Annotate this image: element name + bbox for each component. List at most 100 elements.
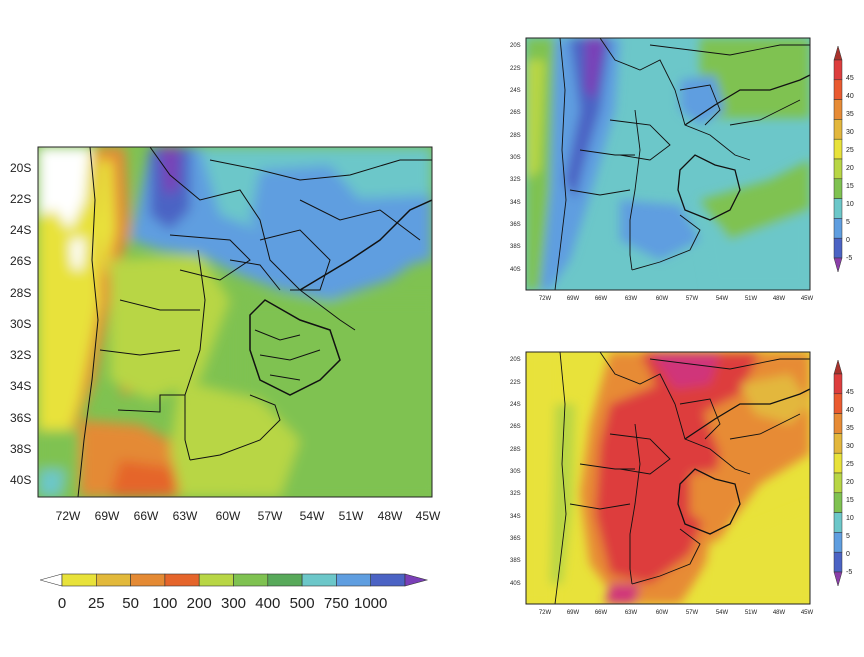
- colorbar-label: -5: [846, 255, 852, 262]
- colorbar-label: 300: [221, 595, 246, 612]
- colorbar-label: 1000: [354, 595, 387, 612]
- br-lon-tick: 63W: [625, 610, 638, 616]
- colorbar-label: 35: [846, 111, 854, 118]
- colorbar-swatch: [370, 573, 406, 587]
- colorbar-swatch: [267, 573, 303, 587]
- colorbar-swatch: [833, 158, 843, 180]
- br-lon-tick: 57W: [686, 610, 699, 616]
- left-lon-tick: 57W: [258, 509, 283, 523]
- colorbar-top-arrow: [833, 359, 843, 375]
- colorbar-swatch: [164, 573, 200, 587]
- colorbar-swatch: [833, 472, 843, 494]
- top-right-colorbar: [833, 45, 843, 273]
- colorbar-label: 30: [846, 443, 854, 450]
- colorbar-right-arrow: [404, 573, 429, 587]
- br-lon-tick: 45W: [801, 610, 814, 616]
- left-lon-tick: 48W: [378, 509, 403, 523]
- colorbar-swatch: [833, 79, 843, 100]
- br-lat-tick: 40S: [510, 581, 521, 587]
- colorbar-label: 400: [255, 595, 280, 612]
- colorbar-swatch: [130, 573, 166, 587]
- colorbar-swatch: [95, 573, 131, 587]
- tr-lon-tick: 63W: [625, 296, 638, 302]
- br-lat-tick: 30S: [510, 469, 521, 475]
- colorbar-label: -5: [846, 569, 852, 576]
- left-lat-tick: 30S: [10, 317, 31, 331]
- br-lat-tick: 20S: [510, 357, 521, 363]
- br-lat-tick: 22S: [510, 380, 521, 386]
- colorbar-label: 20: [846, 165, 854, 172]
- colorbar-swatch: [833, 512, 843, 533]
- colorbar-swatch: [336, 573, 371, 587]
- br-lat-tick: 24S: [510, 402, 521, 408]
- colorbar-top-arrow: [833, 45, 843, 61]
- tr-lat-tick: 24S: [510, 88, 521, 94]
- bottom-right-map-borders: [554, 352, 810, 604]
- colorbar-label: 40: [846, 407, 854, 414]
- colorbar-label: 20: [846, 479, 854, 486]
- left-lat-tick: 38S: [10, 442, 31, 456]
- br-lat-tick: 38S: [510, 558, 521, 564]
- colorbar-swatch: [833, 433, 843, 454]
- colorbar-label: 45: [846, 389, 854, 396]
- colorbar-label: 10: [846, 515, 854, 522]
- colorbar-label: 45: [846, 75, 854, 82]
- br-lon-tick: 66W: [595, 610, 608, 616]
- left-lon-tick: 66W: [134, 509, 159, 523]
- left-lon-tick: 72W: [56, 509, 81, 523]
- left-lat-tick: 24S: [10, 223, 31, 237]
- colorbar-bottom-arrow: [833, 571, 843, 587]
- colorbar-swatch: [833, 237, 843, 259]
- left-lon-tick: 54W: [300, 509, 325, 523]
- tr-lat-tick: 26S: [510, 110, 521, 116]
- br-lon-tick: 72W: [539, 610, 552, 616]
- left-lon-tick: 60W: [216, 509, 241, 523]
- left-lat-tick: 26S: [10, 254, 31, 268]
- colorbar-label: 500: [290, 595, 315, 612]
- colorbar-label: 25: [846, 147, 854, 154]
- colorbar-swatch: [833, 551, 843, 573]
- left-lat-tick: 32S: [10, 348, 31, 362]
- tr-lat-tick: 32S: [510, 177, 521, 183]
- colorbar-label: 50: [122, 595, 139, 612]
- tr-lat-tick: 38S: [510, 244, 521, 250]
- colorbar-swatch: [833, 198, 843, 219]
- top-right-map-field: [526, 38, 810, 290]
- tr-lon-tick: 60W: [656, 296, 669, 302]
- colorbar-label: 15: [846, 183, 854, 190]
- top-right-map-borders: [554, 38, 810, 290]
- colorbar-swatch: [833, 373, 843, 395]
- tr-lon-tick: 72W: [539, 296, 552, 302]
- colorbar-label: 40: [846, 93, 854, 100]
- colorbar-label: 5: [846, 219, 850, 226]
- left-lon-tick: 51W: [339, 509, 364, 523]
- colorbar-swatch: [833, 452, 843, 474]
- left-map-panel: 20S 22S 24S 26S 28S 30S 32S 34S 36S 38S …: [10, 146, 441, 523]
- colorbar-bottom-arrow: [833, 257, 843, 273]
- colorbar-label: 25: [846, 461, 854, 468]
- tr-lon-tick: 54W: [716, 296, 729, 302]
- colorbar-label: 100: [152, 595, 177, 612]
- colorbar-swatch: [61, 573, 97, 587]
- tr-lat-tick: 22S: [510, 66, 521, 72]
- colorbar-label: 0: [58, 595, 66, 612]
- left-lon-tick: 69W: [95, 509, 120, 523]
- tr-lon-tick: 66W: [595, 296, 608, 302]
- colorbar-label: 0: [846, 237, 850, 244]
- left-lat-tick: 40S: [10, 473, 31, 487]
- left-lat-tick: 20S: [10, 161, 31, 175]
- br-lon-tick: 54W: [716, 610, 729, 616]
- colorbar-label: 750: [324, 595, 349, 612]
- colorbar-swatch: [833, 99, 843, 120]
- br-lat-tick: 36S: [510, 536, 521, 542]
- bottom-right-map-field: [526, 352, 810, 604]
- tr-lat-tick: 36S: [510, 222, 521, 228]
- colorbar-swatch: [833, 218, 843, 239]
- colorbar-swatch: [833, 138, 843, 160]
- top-right-map-panel: 20S 22S 24S 26S 28S 30S 32S 34S 36S 38S …: [510, 37, 854, 302]
- colorbar-swatch: [833, 59, 843, 81]
- colorbar-swatch: [301, 573, 337, 587]
- left-lat-tick: 28S: [10, 286, 31, 300]
- tr-lat-tick: 20S: [510, 43, 521, 49]
- colorbar-label: 0: [846, 551, 850, 558]
